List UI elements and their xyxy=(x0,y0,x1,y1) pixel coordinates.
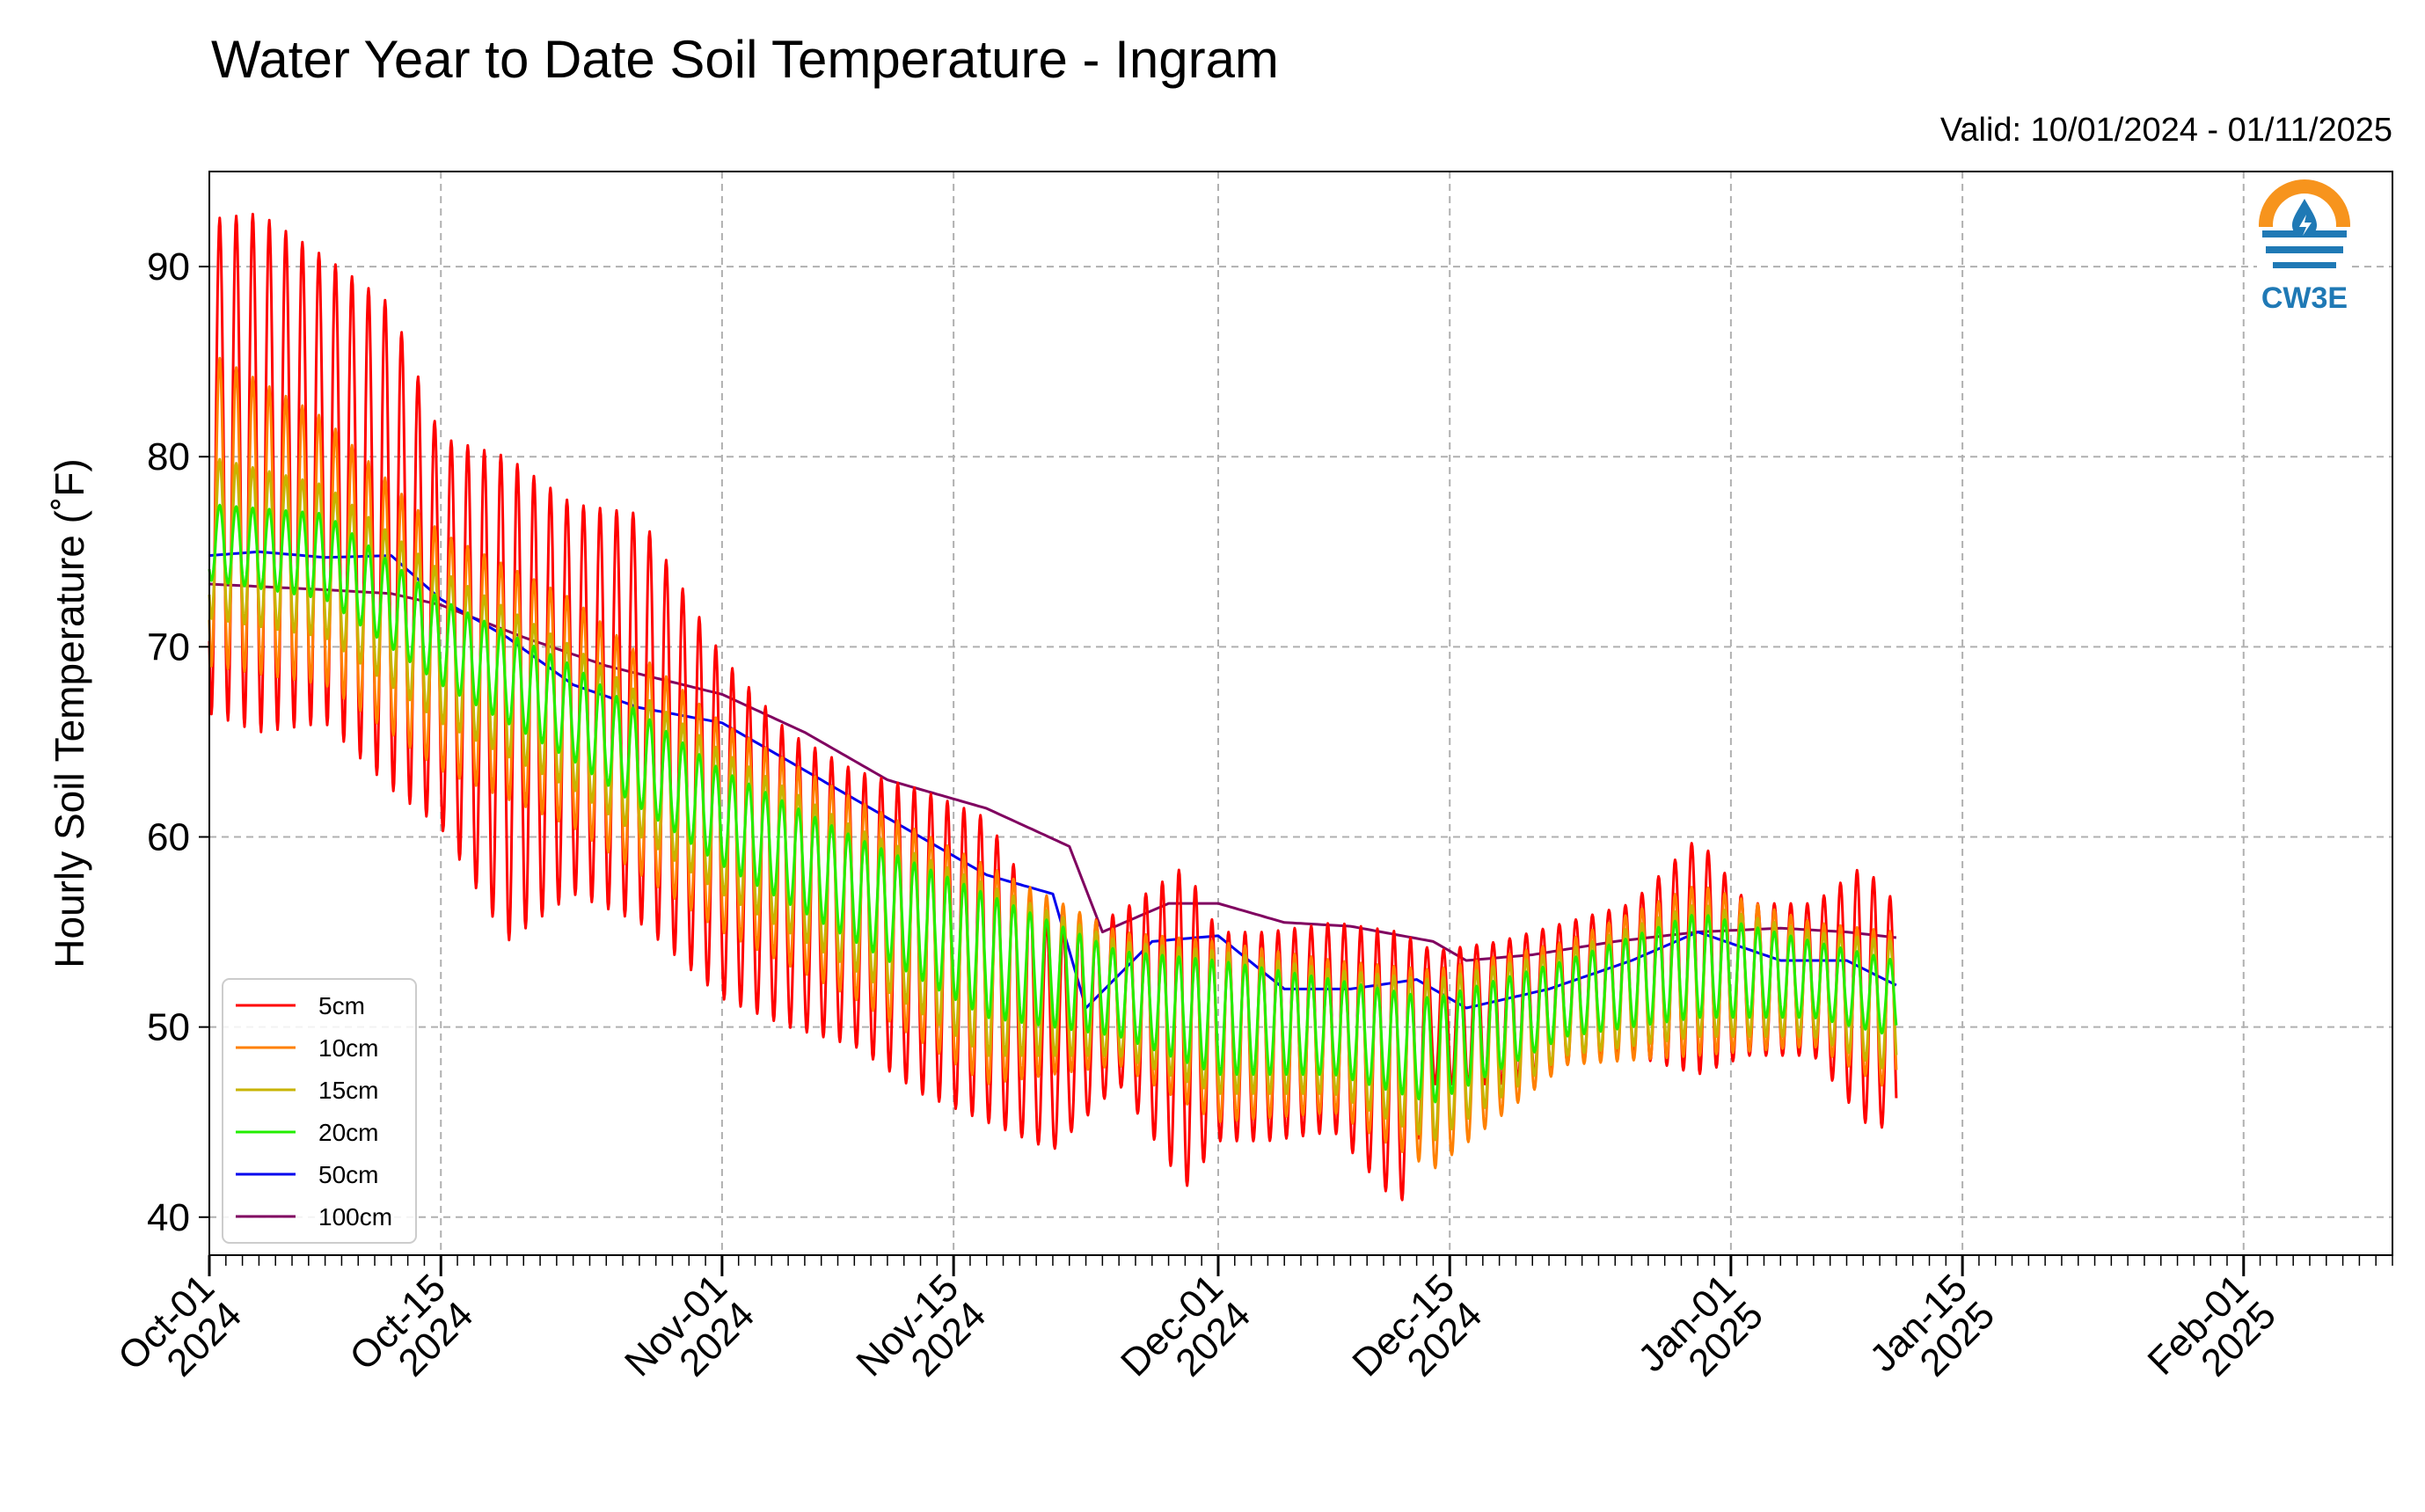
cw3e-logo: CW3E xyxy=(2257,179,2352,315)
x-tick-label: Jan-152025 xyxy=(1861,1266,2003,1407)
legend: 5cm 10cm 15cm 20cm 50cm 100cm xyxy=(222,978,417,1244)
chart-title: Water Year to Date Soil Temperature - In… xyxy=(211,30,1279,89)
x-tick-label: Oct-152024 xyxy=(341,1266,481,1406)
legend-label-5cm: 5cm xyxy=(318,992,365,1019)
legend-label-15cm: 15cm xyxy=(318,1077,378,1104)
y-tick-label: 70 xyxy=(147,625,190,668)
valid-date-range: Valid: 10/01/2024 - 01/11/2025 xyxy=(1940,112,2392,149)
series-line-20cm xyxy=(208,503,1898,1104)
y-tick-label: 40 xyxy=(147,1196,190,1239)
x-tick-label: Feb-012025 xyxy=(2140,1266,2284,1410)
legend-label-10cm: 10cm xyxy=(318,1034,378,1062)
legend-label-100cm: 100cm xyxy=(318,1203,392,1231)
y-tick-label: 50 xyxy=(147,1006,190,1049)
series-line-15cm xyxy=(208,457,1898,1142)
x-tick-label: Dec-012024 xyxy=(1113,1266,1259,1412)
x-tick-label: Dec-152024 xyxy=(1344,1266,1490,1412)
axis-ticks: 40 50 60 70 80 90 Oct-012024 Oct-152024 Nov-0120… xyxy=(110,245,2393,1412)
legend-label-50cm: 50cm xyxy=(318,1161,378,1188)
cw3e-water-drop-icon xyxy=(2257,179,2352,274)
series-lines xyxy=(208,212,1898,1202)
y-axis-label: Hourly Soil Temperature (˚F) xyxy=(47,458,92,968)
series-line-100cm xyxy=(208,582,1897,962)
legend-label-20cm: 20cm xyxy=(318,1119,378,1146)
x-tick-label: Nov-152024 xyxy=(848,1266,994,1412)
series-line-50cm xyxy=(208,550,1897,1010)
x-tick-label: Jan-012025 xyxy=(1630,1266,1771,1407)
logo-text: CW3E xyxy=(2261,281,2348,315)
legend-box xyxy=(222,978,417,1244)
x-tick-label: Oct-012024 xyxy=(110,1266,250,1406)
y-tick-label: 90 xyxy=(147,245,190,289)
y-tick-label: 60 xyxy=(147,815,190,858)
x-tick-label: Nov-012024 xyxy=(617,1266,763,1412)
y-tick-label: 80 xyxy=(147,435,190,478)
